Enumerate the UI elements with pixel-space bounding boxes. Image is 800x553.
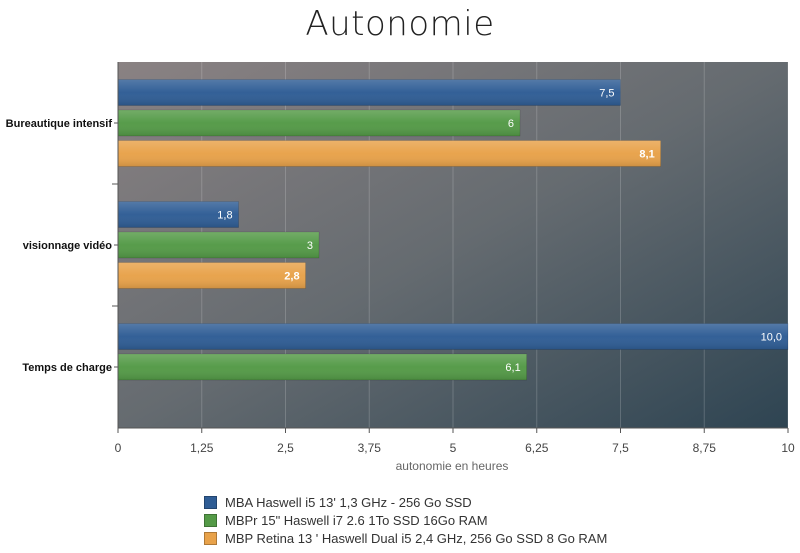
legend-item: MBA Haswell i5 13' 1,3 GHz - 256 Go SSD [204, 493, 607, 511]
bar-highlight [118, 232, 319, 258]
bar-value-label: 3 [307, 240, 313, 252]
x-tick-label: 10 [781, 441, 795, 455]
bar-value-label: 10,0 [761, 332, 782, 344]
legend-item: MBP Retina 13 ' Haswell Dual i5 2,4 GHz,… [204, 529, 607, 547]
x-tick-label: 7,5 [612, 441, 629, 455]
bar-value-label: 7,5 [599, 88, 614, 100]
x-tick-label: 1,25 [190, 441, 214, 455]
bar-value-label: 6,1 [505, 362, 520, 374]
bar-highlight [118, 79, 621, 106]
legend: MBA Haswell i5 13' 1,3 GHz - 256 Go SSD M… [204, 493, 607, 547]
y-tick-label: Bureautique intensif [6, 118, 113, 130]
y-tick-label: Temps de charge [22, 362, 112, 374]
bar-highlight [118, 110, 520, 136]
bar-value-label: 8,1 [639, 149, 654, 161]
legend-item: MBPr 15" Haswell i7 2.6 1To SSD 16Go RAM [204, 511, 607, 529]
bar-highlight [118, 323, 788, 350]
x-tick-label: 6,25 [525, 441, 549, 455]
x-tick-label: 8,75 [693, 441, 717, 455]
bar-highlight [118, 140, 661, 167]
bar-chart: 7,5 6 8,1 1,8 3 2,8 10,0 6,1 0 1,25 2,5 3,75 5 6,25 7… [6, 62, 795, 473]
legend-swatch [204, 495, 217, 509]
bar-highlight [118, 201, 239, 228]
legend-label: MBP Retina 13 ' Haswell Dual i5 2,4 GHz,… [225, 530, 608, 546]
bar-value-label: 6 [508, 118, 514, 130]
bar-highlight [118, 354, 527, 380]
legend-swatch [204, 513, 217, 527]
bar-value-label: 1,8 [217, 210, 232, 222]
x-tick-label: 5 [450, 441, 457, 455]
legend-label: MBPr 15" Haswell i7 2.6 1To SSD 16Go RAM [225, 512, 488, 528]
chart-title: Autonomie [305, 4, 495, 44]
legend-label: MBA Haswell i5 13' 1,3 GHz - 256 Go SSD [225, 494, 472, 510]
x-tick-label: 2,5 [277, 441, 294, 455]
y-tick-label: visionnage vidéo [23, 240, 113, 252]
x-axis-label: autonomie en heures [396, 459, 509, 473]
bar-highlight [118, 262, 306, 289]
bar-value-label: 2,8 [284, 271, 299, 283]
x-tick-label: 0 [115, 441, 122, 455]
x-tick-label: 3,75 [358, 441, 382, 455]
legend-swatch [204, 531, 217, 545]
